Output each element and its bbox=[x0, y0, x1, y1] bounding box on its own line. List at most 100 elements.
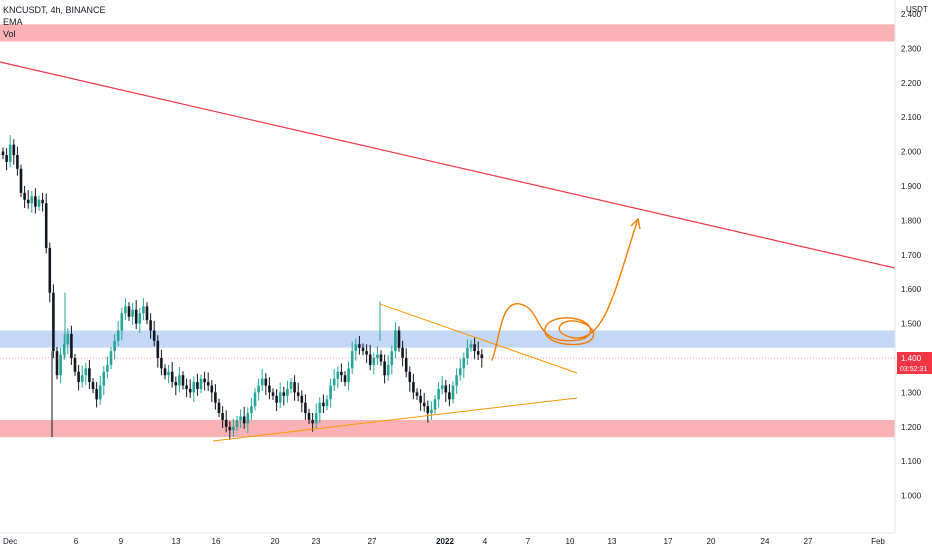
candle-body bbox=[451, 385, 455, 400]
candle-body bbox=[458, 368, 462, 376]
candle-body bbox=[163, 368, 167, 376]
candle-body bbox=[242, 416, 246, 424]
candle-body bbox=[210, 385, 214, 393]
candle-body bbox=[228, 426, 232, 431]
time-tick-label: 27 bbox=[804, 537, 813, 546]
candle-body bbox=[214, 392, 217, 403]
candle-body bbox=[192, 382, 196, 393]
price-axis-currency: USDT bbox=[906, 5, 928, 14]
zone-resistance bbox=[0, 24, 895, 42]
candle-body bbox=[307, 413, 311, 420]
candle-body bbox=[358, 344, 361, 348]
candle-body bbox=[347, 368, 350, 383]
price-tick-label: 2.300 bbox=[901, 44, 922, 53]
candle-body bbox=[268, 385, 271, 393]
time-tick-label: 20 bbox=[271, 537, 280, 546]
candle-body bbox=[30, 196, 34, 204]
candle-body bbox=[116, 330, 120, 341]
zone-support-resistance bbox=[0, 330, 895, 348]
candle-body bbox=[185, 385, 188, 389]
time-tick-label: 7 bbox=[526, 537, 531, 546]
candle-body bbox=[376, 354, 379, 358]
candle-body bbox=[437, 388, 440, 400]
candle-body bbox=[462, 358, 466, 369]
candle-body bbox=[203, 378, 206, 383]
candle-body bbox=[408, 371, 412, 383]
candle-body bbox=[278, 392, 282, 403]
candle-body bbox=[257, 385, 260, 393]
price-tick-label: 2.100 bbox=[901, 113, 922, 122]
price-tick-label: 1.100 bbox=[901, 457, 922, 466]
candle-body bbox=[160, 358, 163, 369]
price-tick-label: 1.200 bbox=[901, 423, 922, 432]
candle-body bbox=[142, 306, 145, 314]
time-tick-label: 23 bbox=[312, 537, 321, 546]
indicator-ema[interactable]: EMA bbox=[3, 17, 23, 27]
candle-body bbox=[152, 330, 156, 341]
candle-body bbox=[325, 399, 329, 407]
time-tick-label: 20 bbox=[707, 537, 716, 546]
candle-body bbox=[419, 395, 422, 403]
candle-body bbox=[23, 192, 26, 200]
candle-body bbox=[282, 392, 286, 396]
candle-body bbox=[368, 354, 372, 365]
candle-body bbox=[350, 351, 354, 369]
indicator-vol[interactable]: Vol bbox=[3, 29, 16, 39]
candle-body bbox=[59, 354, 62, 376]
candle-body bbox=[271, 392, 275, 396]
candle-body bbox=[12, 144, 16, 156]
candle-body bbox=[422, 402, 426, 407]
candle-body bbox=[250, 406, 253, 414]
candle-body bbox=[466, 347, 469, 358]
price-tick-label: 1.300 bbox=[901, 388, 922, 397]
time-tick-label: 9 bbox=[119, 537, 124, 546]
candle-body bbox=[102, 371, 106, 386]
candle-body bbox=[332, 378, 336, 386]
price-tick-label: 1.000 bbox=[901, 492, 922, 501]
price-tick-label: 1.900 bbox=[901, 182, 922, 191]
candle-body bbox=[404, 358, 408, 372]
time-tick-label: 17 bbox=[664, 537, 673, 546]
time-tick-label: 27 bbox=[368, 537, 377, 546]
candle-body bbox=[340, 371, 343, 376]
candle-body bbox=[397, 330, 401, 348]
candle-body bbox=[426, 406, 430, 414]
candle-body bbox=[199, 378, 203, 389]
candle-body bbox=[415, 392, 419, 396]
candle-body bbox=[239, 416, 242, 420]
time-tick-label: 16 bbox=[212, 537, 221, 546]
projection-arrow-head bbox=[630, 217, 641, 230]
symbol-title[interactable]: KNCUSDT, 4h, BINANCE bbox=[3, 5, 106, 15]
candle-body bbox=[156, 340, 160, 358]
candle-body bbox=[170, 371, 174, 383]
candle-body bbox=[296, 392, 300, 396]
trendline-triangle-lower bbox=[212, 397, 578, 442]
candle-body bbox=[390, 351, 394, 365]
candle-body bbox=[394, 330, 397, 352]
candle-body bbox=[41, 199, 44, 204]
candle-body bbox=[480, 354, 484, 358]
candle-body bbox=[19, 168, 23, 193]
time-tick-label: 13 bbox=[172, 537, 181, 546]
candle-body bbox=[48, 247, 52, 293]
projection-path bbox=[491, 221, 638, 361]
price-tick-label: 2.200 bbox=[901, 79, 922, 88]
time-tick-label: 13 bbox=[608, 537, 617, 546]
candle-body bbox=[149, 320, 152, 331]
candle-body bbox=[181, 375, 185, 386]
candle-body bbox=[300, 395, 304, 403]
zone-support bbox=[0, 419, 895, 438]
candle-body bbox=[235, 419, 239, 427]
candle-body bbox=[55, 351, 59, 376]
candle-body bbox=[138, 313, 142, 324]
candle-body bbox=[430, 409, 433, 414]
candle-body bbox=[80, 375, 84, 383]
candle-body bbox=[354, 344, 358, 352]
price-tick-label: 2.400 bbox=[901, 10, 922, 19]
candle-body bbox=[286, 388, 289, 396]
time-tick-label: 4 bbox=[483, 537, 488, 546]
candle-body bbox=[260, 378, 264, 386]
candle-body bbox=[145, 306, 149, 321]
